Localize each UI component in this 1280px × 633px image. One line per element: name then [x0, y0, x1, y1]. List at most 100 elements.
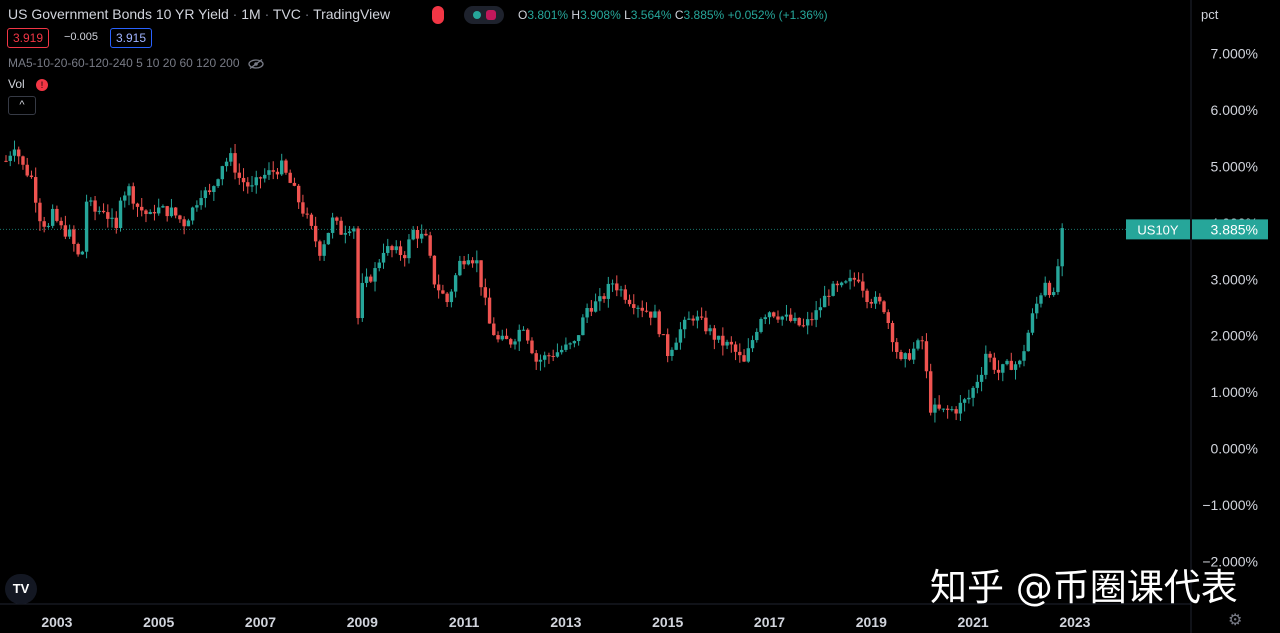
candle-body[interactable]	[313, 225, 318, 242]
candle-body[interactable]	[267, 170, 271, 175]
candle-body[interactable]	[699, 316, 704, 318]
candle-body[interactable]	[364, 276, 369, 283]
candle-body[interactable]	[780, 316, 784, 320]
candle-body[interactable]	[928, 371, 933, 413]
gear-icon[interactable]: ⚙	[1228, 612, 1243, 629]
candle-body[interactable]	[496, 335, 500, 340]
candle-body[interactable]	[1030, 313, 1035, 333]
candle-body[interactable]	[772, 312, 776, 317]
candle-body[interactable]	[330, 217, 335, 233]
candle-body[interactable]	[1009, 360, 1013, 370]
candle-body[interactable]	[407, 239, 411, 259]
candle-body[interactable]	[831, 283, 835, 296]
candle-body[interactable]	[967, 397, 971, 400]
candle-body[interactable]	[547, 355, 551, 357]
candle-body[interactable]	[996, 369, 1001, 373]
candle-body[interactable]	[55, 208, 59, 221]
candle-body[interactable]	[738, 351, 742, 356]
candle-body[interactable]	[848, 277, 852, 282]
candle-body[interactable]	[619, 289, 623, 291]
candle-body[interactable]	[585, 308, 589, 318]
candle-body[interactable]	[750, 340, 755, 349]
candle-body[interactable]	[504, 335, 509, 340]
candle-body[interactable]	[224, 161, 229, 167]
candle-body[interactable]	[615, 283, 619, 291]
candle-body[interactable]	[25, 164, 29, 176]
candle-body[interactable]	[649, 311, 653, 318]
candle-body[interactable]	[886, 312, 890, 324]
candle-body[interactable]	[271, 170, 275, 172]
candle-body[interactable]	[229, 153, 233, 162]
candle-body[interactable]	[339, 220, 343, 235]
candle-body[interactable]	[950, 409, 954, 411]
candle-body[interactable]	[250, 185, 254, 187]
candle-body[interactable]	[789, 314, 793, 321]
candle-body[interactable]	[89, 200, 93, 202]
candle-body[interactable]	[441, 290, 445, 294]
candle-body[interactable]	[195, 205, 199, 208]
candle-body[interactable]	[254, 177, 258, 186]
candle-body[interactable]	[415, 229, 420, 239]
candle-body[interactable]	[521, 329, 526, 331]
candle-body[interactable]	[165, 206, 169, 217]
candle-body[interactable]	[237, 172, 241, 178]
candle-body[interactable]	[475, 260, 479, 264]
candle-body[interactable]	[695, 316, 700, 321]
candle-body[interactable]	[424, 233, 428, 236]
candle-body[interactable]	[343, 233, 348, 235]
candle-body[interactable]	[479, 260, 483, 288]
candle-body[interactable]	[805, 319, 810, 326]
candle-body[interactable]	[954, 409, 958, 414]
candle-body[interactable]	[487, 297, 492, 324]
candle-body[interactable]	[33, 177, 38, 203]
candle-body[interactable]	[220, 166, 225, 180]
candle-body[interactable]	[984, 353, 988, 375]
candle-body[interactable]	[856, 279, 861, 282]
candle-body[interactable]	[899, 352, 903, 360]
candle-body[interactable]	[377, 262, 381, 269]
candle-body[interactable]	[76, 243, 80, 255]
candle-body[interactable]	[878, 296, 882, 302]
candle-body[interactable]	[1056, 266, 1060, 293]
candle-body[interactable]	[322, 244, 326, 256]
symbol-title[interactable]: US Government Bonds 10 YR Yield	[8, 6, 229, 22]
candle-body[interactable]	[449, 291, 454, 303]
candle-body[interactable]	[551, 355, 555, 357]
candle-body[interactable]	[581, 317, 585, 336]
candle-body[interactable]	[182, 219, 186, 227]
candle-body[interactable]	[882, 301, 886, 313]
candle-body[interactable]	[814, 310, 818, 320]
candle-body[interactable]	[661, 334, 666, 336]
candle-body[interactable]	[907, 353, 912, 360]
candle-body[interactable]	[542, 355, 547, 360]
candle-body[interactable]	[763, 317, 767, 320]
candle-body[interactable]	[46, 225, 51, 227]
candle-body[interactable]	[890, 323, 895, 343]
candle-body[interactable]	[458, 260, 462, 276]
candle-body[interactable]	[576, 335, 581, 342]
candle-body[interactable]	[975, 381, 980, 388]
candle-body[interactable]	[827, 295, 831, 297]
candle-body[interactable]	[530, 340, 534, 354]
candle-body[interactable]	[784, 314, 789, 317]
interval-label[interactable]: 1M	[241, 6, 261, 22]
candle-body[interactable]	[386, 246, 390, 253]
candle-body[interactable]	[729, 341, 734, 345]
candle-body[interactable]	[212, 186, 216, 193]
candle-body[interactable]	[712, 328, 717, 340]
candle-body[interactable]	[844, 281, 848, 283]
candle-body[interactable]	[636, 307, 640, 309]
candle-body[interactable]	[97, 210, 102, 212]
candle-body[interactable]	[912, 348, 916, 360]
candle-body[interactable]	[38, 202, 42, 222]
candle-body[interactable]	[865, 290, 869, 303]
candle-body[interactable]	[436, 284, 441, 291]
candle-body[interactable]	[606, 283, 611, 299]
candle-body[interactable]	[123, 195, 127, 201]
collapse-button[interactable]: ^	[8, 96, 36, 115]
candle-body[interactable]	[797, 317, 801, 326]
candle-body[interactable]	[822, 295, 827, 308]
candle-body[interactable]	[280, 160, 284, 175]
candle-body[interactable]	[971, 387, 975, 398]
candle-body[interactable]	[1005, 360, 1009, 365]
